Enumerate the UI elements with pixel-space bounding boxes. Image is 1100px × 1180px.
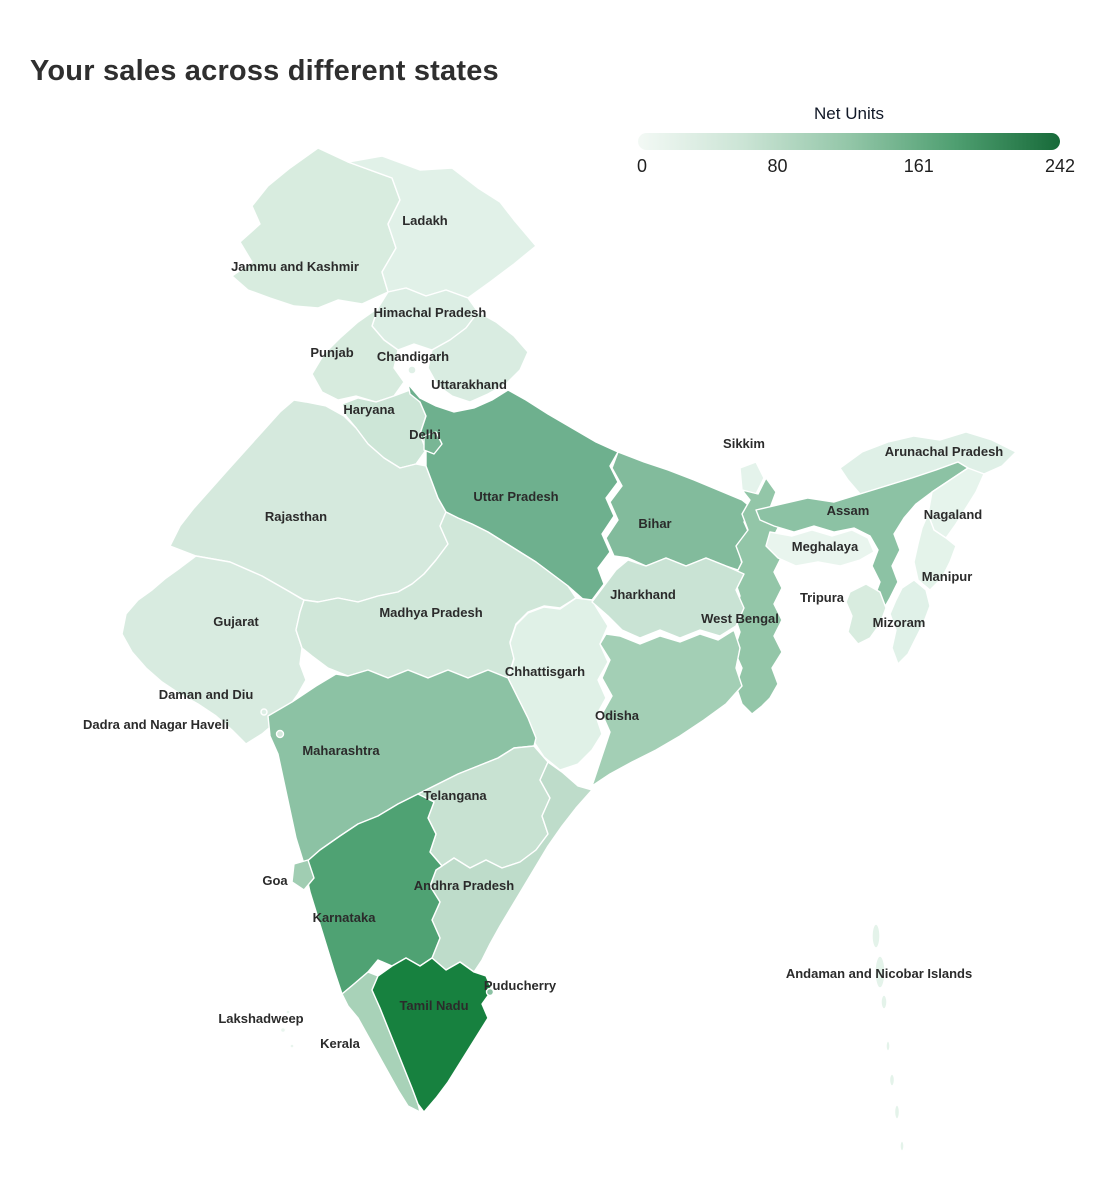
state-sikkim[interactable] [739, 461, 765, 495]
state-karnataka[interactable] [303, 793, 443, 995]
legend: Net Units 0 80 161 242 [636, 104, 1075, 180]
state-puducherry[interactable] [485, 987, 495, 997]
state-label-sikkim: Sikkim [723, 436, 765, 451]
state-daman-and-diu[interactable] [260, 708, 268, 716]
legend-tick-242: 242 [1044, 156, 1076, 176]
legend-tick-0: 0 [636, 156, 648, 176]
state-label-lakshadweep: Lakshadweep [218, 1011, 303, 1026]
state-uttar-pradesh[interactable] [407, 383, 619, 601]
state-bihar[interactable] [605, 451, 753, 573]
state-lakshadweep[interactable] [279, 1026, 287, 1034]
state-lakshadweep[interactable] [289, 1043, 295, 1049]
state-dadra-and-nagar-haveli[interactable] [275, 729, 285, 739]
legend-title: Net Units [814, 104, 884, 123]
state-andaman-and-nicobar-islands[interactable] [874, 955, 886, 989]
state-andaman-and-nicobar-islands[interactable] [899, 1140, 905, 1152]
state-tamil-nadu[interactable] [371, 957, 493, 1113]
legend-gradient-bar [638, 133, 1060, 150]
state-andaman-and-nicobar-islands[interactable] [871, 923, 881, 949]
state-chandigarh[interactable] [407, 365, 417, 375]
state-mizoram[interactable] [889, 579, 931, 665]
state-jharkhand[interactable] [591, 557, 745, 639]
state-andaman-and-nicobar-islands[interactable] [885, 1040, 891, 1052]
state-odisha[interactable] [591, 629, 743, 787]
state-uttarakhand[interactable] [427, 311, 529, 403]
state-punjab[interactable] [311, 307, 405, 403]
state-andaman-and-nicobar-islands[interactable] [893, 1104, 901, 1120]
state-label-dadra-and-nagar-haveli: Dadra and Nagar Haveli [83, 717, 229, 732]
legend-tick-80: 80 [767, 156, 788, 176]
state-label-goa: Goa [262, 873, 288, 888]
page-title: Your sales across different states [30, 55, 499, 88]
state-lakshadweep[interactable] [285, 1009, 291, 1015]
state-manipur[interactable] [913, 513, 957, 591]
legend-ticks: 0 80 161 242 [636, 156, 1075, 180]
state-label-puducherry: Puducherry [484, 978, 557, 993]
state-andaman-and-nicobar-islands[interactable] [880, 994, 888, 1010]
state-meghalaya[interactable] [765, 529, 875, 567]
state-tripura[interactable] [845, 583, 887, 645]
state-andaman-and-nicobar-islands[interactable] [888, 1073, 896, 1087]
state-label-kerala: Kerala [320, 1036, 361, 1051]
state-label-tripura: Tripura [800, 590, 845, 605]
state-delhi[interactable] [423, 431, 443, 455]
legend-tick-161: 161 [903, 156, 934, 176]
state-assam[interactable] [755, 461, 969, 613]
state-shapes [121, 147, 1017, 1152]
state-goa[interactable] [291, 859, 315, 891]
